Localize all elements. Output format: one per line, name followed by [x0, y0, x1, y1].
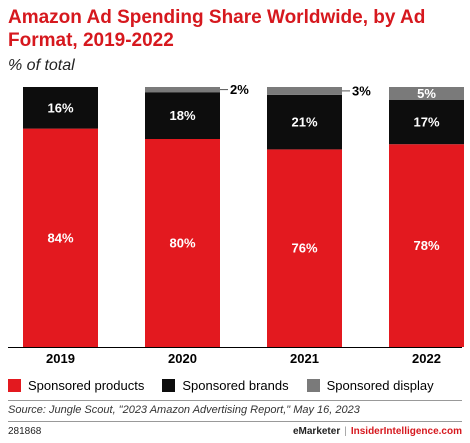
bar-sponsored-display-2020 — [145, 87, 220, 93]
chart-subtitle: % of total — [8, 57, 75, 74]
footer-divider — [8, 421, 462, 422]
data-label-sponsored-products-2021: 76% — [291, 241, 317, 256]
source-divider — [8, 400, 462, 401]
data-label-sponsored-brands-2021: 21% — [291, 115, 317, 130]
bar-sponsored-products-2021 — [267, 149, 342, 347]
chart-id: 281868 — [8, 426, 42, 437]
chart-legend: Sponsored products Sponsored brands Spon… — [8, 376, 452, 394]
legend-item-sponsored-brands: Sponsored brands — [162, 377, 289, 393]
chart-title: Amazon Ad Spending Share Worldwide, by A… — [8, 7, 426, 51]
data-label-sponsored-brands-2022: 17% — [413, 115, 439, 130]
bar-sponsored-brands-2022 — [389, 100, 464, 145]
bar-sponsored-brands-2021 — [267, 94, 342, 150]
chart-footer: 281868 eMarketer | InsiderIntelligence.com — [8, 426, 462, 437]
footer-credits: eMarketer | InsiderIntelligence.com — [293, 426, 462, 437]
legend-swatch-sponsored-products — [8, 378, 21, 392]
data-label-sponsored-display-2022: 5% — [417, 86, 436, 101]
x-tick-label-2020: 2020 — [168, 351, 197, 366]
legend-label-sponsored-products: Sponsored products — [28, 377, 145, 393]
footer-separator: | — [344, 426, 347, 437]
bar-sponsored-products-2020 — [145, 139, 220, 347]
data-label-sponsored-display-2021: 3% — [352, 83, 371, 98]
legend-label-sponsored-brands: Sponsored brands — [182, 377, 289, 393]
bar-sponsored-display-2022 — [389, 87, 464, 100]
legend-item-sponsored-products: Sponsored products — [8, 378, 144, 393]
data-label-sponsored-display-2020: 2% — [230, 82, 249, 97]
stacked-bar-chart: 84% 16% 2019 80% 18% 2% 2020 76% 21% 3% 2021 78% 17%… — [8, 82, 464, 366]
x-tick-label-2021: 2021 — [290, 351, 319, 366]
data-label-sponsored-products-2022: 78% — [413, 238, 439, 253]
legend-label-sponsored-display: Sponsored display — [326, 377, 434, 393]
legend-item-sponsored-display: Sponsored display — [306, 377, 434, 393]
bar-sponsored-brands-2019 — [23, 87, 98, 129]
site-link[interactable]: InsiderIntelligence.com — [350, 426, 462, 437]
data-label-sponsored-products-2019: 84% — [47, 230, 73, 245]
legend-swatch-sponsored-brands — [162, 378, 176, 392]
bar-sponsored-products-2019 — [23, 128, 98, 347]
x-tick-label-2019: 2019 — [46, 351, 75, 366]
chart-source: Source: Jungle Scout, "2023 Amazon Adver… — [8, 404, 360, 416]
data-label-sponsored-brands-2019: 16% — [47, 100, 73, 115]
brand-name: eMarketer — [292, 426, 341, 437]
legend-swatch-sponsored-display — [306, 378, 320, 392]
bar-sponsored-brands-2020 — [145, 92, 220, 139]
bar-sponsored-display-2021 — [267, 87, 342, 95]
bar-sponsored-products-2022 — [389, 144, 464, 347]
data-label-sponsored-brands-2020: 18% — [169, 108, 195, 123]
x-tick-label-2022: 2022 — [412, 351, 441, 366]
data-label-sponsored-products-2020: 80% — [169, 236, 195, 251]
